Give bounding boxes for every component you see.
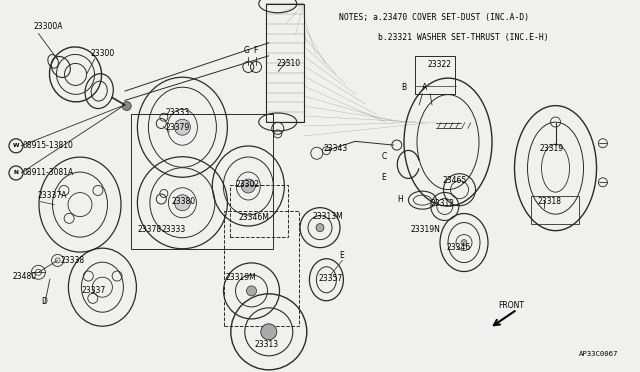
Text: b.23321 WASHER SET-THRUST (INC.E-H): b.23321 WASHER SET-THRUST (INC.E-H) [339,33,549,42]
Text: 23318: 23318 [538,198,562,206]
Circle shape [174,119,191,135]
Text: 23378: 23378 [138,225,162,234]
Circle shape [174,195,191,211]
Text: 23338: 23338 [61,256,85,265]
Bar [131,114,273,249]
Text: N: N [13,170,19,176]
Text: H: H [397,195,403,204]
Text: 23379: 23379 [165,123,189,132]
Text: 23322: 23322 [428,60,452,69]
Text: 08911-3081A: 08911-3081A [22,169,74,177]
Text: 23337A: 23337A [37,191,67,200]
Circle shape [461,240,467,246]
Text: B: B [401,83,406,92]
Text: F: F [253,46,257,55]
Bar [415,56,455,94]
Bar [266,4,303,122]
Text: 23312: 23312 [430,199,454,208]
Text: 23313: 23313 [255,340,279,349]
Text: 23319: 23319 [540,144,564,153]
Text: 23346M: 23346M [238,214,269,222]
Text: 23480: 23480 [13,272,37,281]
Circle shape [122,102,131,110]
Text: E: E [381,173,386,182]
Text: A: A [422,83,428,92]
Circle shape [316,224,324,232]
Text: E: E [339,251,344,260]
Bar [224,211,299,326]
Circle shape [261,324,277,340]
Text: D: D [42,297,47,306]
Text: 08915-13810: 08915-13810 [22,141,73,150]
Circle shape [246,286,257,296]
Text: 23346: 23346 [447,243,471,252]
Text: FRONT: FRONT [498,301,524,310]
Text: C: C [381,152,387,161]
Text: W: W [13,143,19,148]
Text: 23302: 23302 [236,180,260,189]
Text: NOTES; a.23470 COVER SET-DUST (INC.A-D): NOTES; a.23470 COVER SET-DUST (INC.A-D) [339,13,529,22]
Bar [531,196,579,224]
Text: 23357: 23357 [319,275,343,283]
Text: 23380: 23380 [172,198,196,206]
Text: 23319M: 23319M [225,273,256,282]
Text: 23333: 23333 [165,108,189,117]
Text: 23300A: 23300A [33,22,63,31]
Text: 23333: 23333 [161,225,186,234]
Text: G: G [243,46,249,55]
Bar [230,185,289,237]
Text: 23337: 23337 [82,286,106,295]
Text: 23343: 23343 [323,144,348,153]
Text: 23319N: 23319N [411,225,441,234]
Text: 23300: 23300 [91,49,115,58]
Text: 23310: 23310 [276,59,301,68]
Text: 23465: 23465 [443,176,467,185]
Text: AP33C0067: AP33C0067 [579,351,619,357]
Circle shape [241,179,255,193]
Text: 23313M: 23313M [312,212,343,221]
